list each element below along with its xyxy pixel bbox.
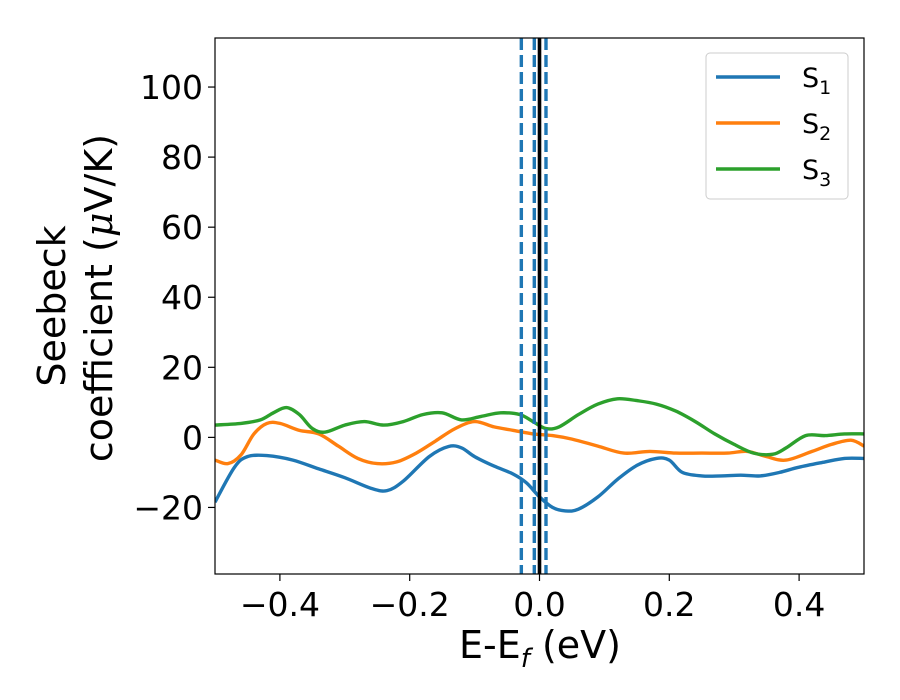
- y-axis-title-prefix: coefficient (: [77, 237, 121, 462]
- y-axis-title-line1: Seebeck: [30, 225, 74, 386]
- y-tick-label: 40: [161, 278, 203, 317]
- legend-label-s1: S1: [802, 63, 831, 99]
- x-tick-label: 0.4: [773, 585, 825, 624]
- x-tick-label: 0.2: [643, 585, 695, 624]
- y-tick-label: −20: [133, 488, 203, 527]
- x-tick-label: −0.2: [370, 585, 450, 624]
- y-tick-label: 80: [161, 138, 203, 177]
- x-axis-title: E-Ef (eV): [459, 623, 621, 674]
- x-axis-title-unit: (eV): [530, 623, 621, 667]
- x-axis-title-main: E-E: [459, 623, 521, 667]
- legend-box: [705, 52, 849, 200]
- legend-label-s2: S2: [802, 109, 831, 145]
- y-tick-label: 60: [161, 208, 203, 247]
- x-axis-ticks: −0.4 −0.2 0.0 0.2 0.4: [240, 574, 825, 624]
- fermi-reference-lines: [519, 38, 548, 574]
- x-tick-label: 0.0: [513, 585, 565, 624]
- y-axis-title-line2: coefficient (μV/K): [77, 134, 121, 462]
- x-tick-label: −0.4: [240, 585, 320, 624]
- y-axis-ticks: −20 0 20 40 60 80 100: [133, 68, 215, 527]
- y-axis-title-suffix: V/K): [77, 134, 121, 213]
- legend: S1 S2 S3: [705, 52, 849, 200]
- y-axis-title-mu: μ: [77, 212, 121, 237]
- y-tick-label: 100: [140, 68, 203, 107]
- y-tick-label: 0: [182, 418, 203, 457]
- y-tick-label: 20: [161, 348, 203, 387]
- legend-label-s3: S3: [802, 155, 831, 191]
